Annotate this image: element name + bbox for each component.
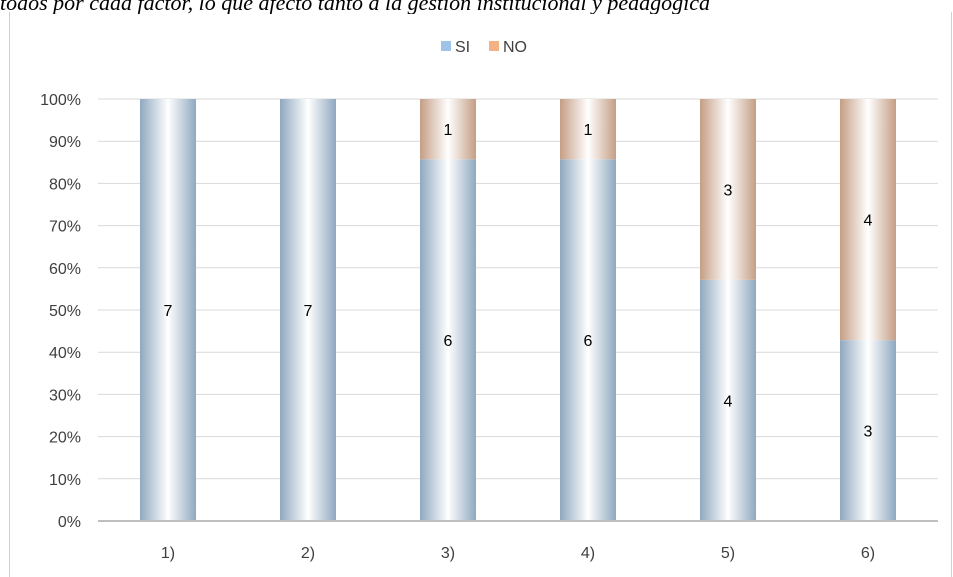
y-tick-label: 20% — [49, 430, 81, 447]
x-tick-label: 5) — [721, 545, 735, 562]
x-axis: 1) 2) 3) 4) 5) 6) — [98, 521, 938, 562]
data-label-si-1: 7 — [164, 303, 173, 320]
legend-label-si: SI — [455, 39, 470, 56]
data-label-si-4: 6 — [584, 333, 593, 350]
legend-label-no: NO — [503, 39, 527, 56]
data-label-no-4: 1 — [584, 122, 593, 139]
x-tick-label: 3) — [441, 545, 455, 562]
y-tick-label: 100% — [40, 92, 81, 109]
data-label-no-6: 4 — [864, 213, 873, 230]
y-tick-label: 80% — [49, 176, 81, 193]
data-label-si-2: 7 — [304, 303, 313, 320]
y-tick-label: 10% — [49, 472, 81, 489]
x-tick-label: 4) — [581, 545, 595, 562]
y-axis: 0% 10% 20% 30% 40% 50% 60% 70% 80% 90% 100% — [40, 92, 81, 531]
data-label-si-5: 4 — [724, 393, 733, 410]
legend: SI NO — [441, 39, 527, 56]
legend-swatch-si — [441, 41, 451, 51]
x-tick-label: 6) — [861, 545, 875, 562]
y-tick-label: 70% — [49, 219, 81, 236]
data-label-no-5: 3 — [724, 182, 733, 199]
y-tick-label: 90% — [49, 134, 81, 151]
data-label-si-3: 6 — [444, 333, 453, 350]
legend-swatch-no — [489, 41, 499, 51]
y-tick-label: 50% — [49, 303, 81, 320]
y-tick-label: 30% — [49, 387, 81, 404]
y-tick-label: 0% — [58, 514, 81, 531]
x-tick-label: 2) — [301, 545, 315, 562]
data-label-no-3: 1 — [444, 122, 453, 139]
gridlines — [98, 99, 938, 479]
y-tick-label: 40% — [49, 345, 81, 362]
data-label-si-6: 3 — [864, 424, 873, 441]
x-tick-label: 1) — [161, 545, 175, 562]
y-tick-label: 60% — [49, 261, 81, 278]
